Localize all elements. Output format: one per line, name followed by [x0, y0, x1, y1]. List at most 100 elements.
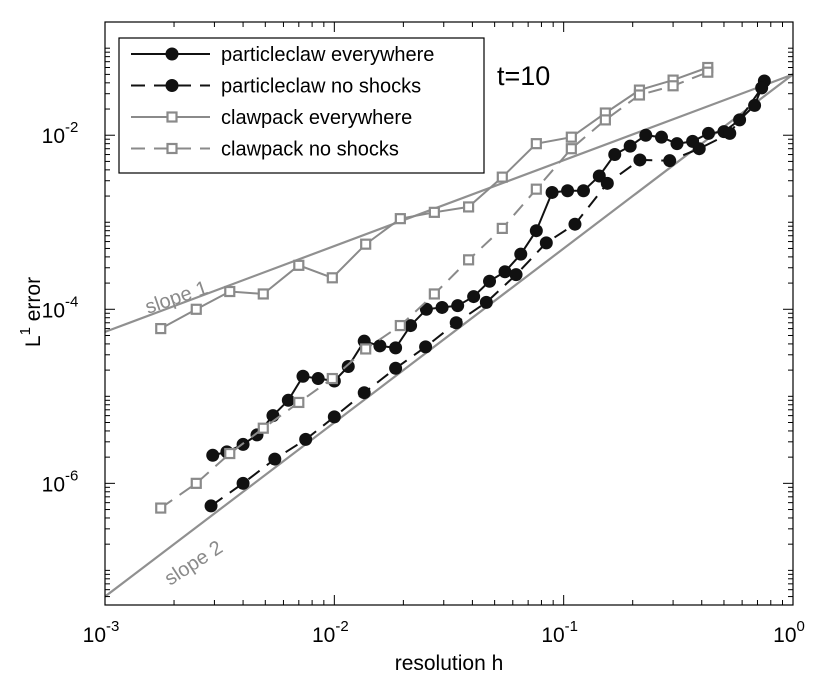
data-point — [565, 143, 577, 155]
y-axis-label-rest: error — [22, 277, 45, 327]
y-axis-label-sup: 1 — [17, 327, 34, 335]
series-particleclaw-no-shocks — [204, 81, 769, 513]
data-point — [639, 128, 653, 142]
data-point — [190, 477, 202, 489]
data-point — [633, 89, 646, 101]
data-point — [326, 372, 338, 385]
data-point — [394, 319, 406, 332]
x-axis-label: resolution h — [395, 652, 504, 675]
data-point — [467, 290, 481, 304]
data-point — [599, 114, 611, 126]
data-point — [296, 369, 310, 383]
data-point — [236, 476, 250, 490]
data-point — [394, 213, 406, 225]
data-point — [419, 340, 433, 354]
data-point — [166, 142, 178, 155]
data-point — [268, 452, 282, 466]
data-point — [667, 80, 679, 92]
data-point — [702, 66, 714, 78]
data-point — [428, 288, 440, 300]
data-point — [600, 176, 614, 190]
x-tick-label: 10-3 — [83, 618, 120, 647]
data-point — [755, 81, 769, 95]
data-point — [496, 222, 508, 234]
legend-box — [118, 37, 485, 174]
data-point — [670, 137, 684, 151]
data-point — [224, 447, 236, 460]
data-point — [155, 502, 167, 514]
data-point — [389, 361, 403, 375]
data-point — [462, 201, 475, 213]
data-point — [206, 448, 220, 462]
data-point — [496, 171, 508, 183]
series-clawpack-no-shocks — [155, 66, 714, 514]
data-point — [257, 288, 269, 300]
data-point — [326, 272, 338, 284]
time-annotation: t=10 — [497, 61, 550, 91]
data-point — [190, 303, 202, 315]
data-point — [663, 154, 677, 168]
data-point — [514, 247, 528, 261]
data-point — [623, 139, 637, 153]
data-point — [341, 360, 355, 374]
x-tick-label: 100 — [773, 618, 805, 647]
data-point — [165, 47, 179, 61]
data-point — [565, 131, 577, 143]
data-point — [654, 130, 668, 144]
legend-label: particleclaw everywhere — [221, 44, 434, 66]
data-point — [529, 224, 543, 238]
data-point — [299, 432, 313, 446]
data-point — [293, 259, 305, 271]
legend-label: particleclaw no shocks — [221, 76, 421, 98]
data-point — [479, 295, 493, 309]
legend: particleclaw everywhere particleclaw no s… — [118, 37, 485, 174]
data-point — [545, 185, 559, 199]
data-point — [561, 184, 575, 198]
data-point — [311, 372, 325, 386]
data-point — [539, 236, 553, 250]
data-point — [360, 238, 372, 250]
data-point — [428, 206, 440, 218]
data-point — [165, 79, 179, 92]
data-point — [257, 422, 269, 434]
data-point — [608, 148, 622, 162]
data-point — [357, 386, 371, 400]
data-point — [701, 126, 715, 140]
data-point — [498, 265, 512, 279]
data-point — [451, 299, 465, 313]
data-point — [360, 343, 372, 355]
data-point — [733, 113, 747, 127]
series-particleclaw-everywhere — [206, 74, 771, 462]
y-tick-label: 10-2 — [42, 119, 79, 148]
data-point — [404, 319, 418, 333]
y-axis-label: L1 error — [17, 277, 45, 347]
y-tick-label: 10-6 — [42, 467, 79, 496]
reference-line-slope-1 — [105, 73, 793, 333]
data-point — [483, 274, 497, 288]
data-point — [327, 410, 341, 424]
x-tick-label: 10-1 — [541, 618, 578, 647]
data-point — [435, 300, 449, 314]
series-clawpack-everywhere — [155, 61, 714, 335]
y-axis-label-main: L — [22, 335, 45, 347]
data-point — [568, 217, 582, 231]
legend-label: clawpack everywhere — [221, 107, 412, 129]
data-point — [509, 268, 523, 282]
data-point — [155, 322, 167, 335]
data-point — [419, 302, 433, 316]
data-point — [281, 393, 295, 407]
data-point — [723, 126, 737, 140]
y-tick-label: 10-4 — [42, 293, 79, 322]
reference-line-slope-2 — [105, 73, 793, 598]
data-point — [449, 316, 463, 330]
data-point — [293, 396, 305, 409]
data-point — [373, 339, 387, 353]
data-point — [530, 183, 542, 195]
data-point — [166, 111, 178, 123]
x-tick-label: 10-2 — [312, 618, 349, 647]
data-point — [692, 142, 706, 156]
data-point — [204, 499, 218, 513]
data-point — [576, 184, 590, 198]
data-point — [748, 98, 762, 112]
